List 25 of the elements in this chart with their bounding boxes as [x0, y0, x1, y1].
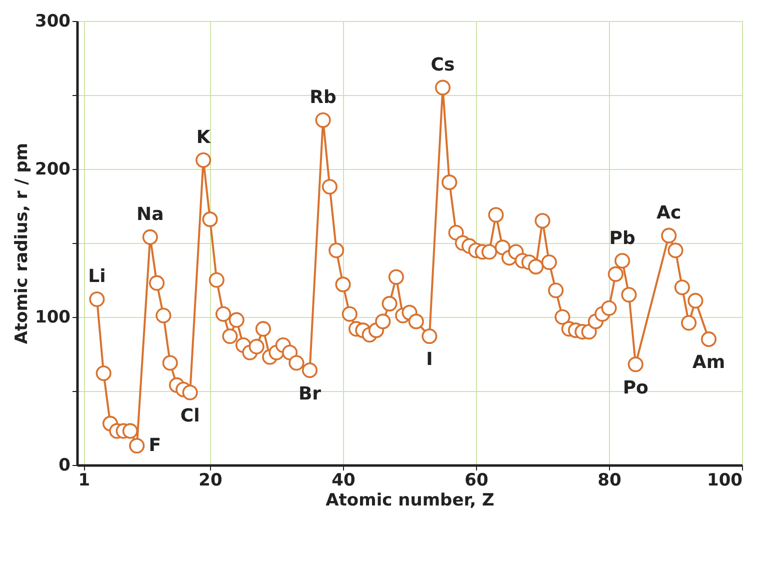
x-tick-label: 20	[198, 470, 222, 490]
x-tick-label: 100	[707, 470, 743, 490]
annotation: Po	[622, 377, 648, 398]
y-axis-title: Atomic radius, r / pm	[12, 142, 32, 344]
annotation: Cl	[180, 405, 200, 426]
y-tick-label: 300	[35, 12, 71, 32]
y-tick-label: 200	[35, 160, 71, 180]
annotation: Pb	[609, 228, 636, 249]
annotation: Br	[298, 383, 322, 404]
annotation: F	[148, 434, 161, 456]
annotation: Na	[136, 204, 164, 226]
x-tick-label: 80	[598, 470, 622, 490]
x-axis-title: Atomic number, Z	[326, 490, 494, 510]
annotation: Rb	[310, 87, 337, 108]
x-tick-label: 1	[78, 470, 90, 490]
x-tick-label: 40	[332, 470, 356, 490]
annotation: Am	[692, 352, 726, 374]
x-tick-label: 60	[464, 470, 488, 490]
annotation: K	[196, 127, 212, 148]
annotation: Ac	[656, 202, 682, 224]
y-tick-label: 100	[35, 308, 71, 328]
annotation: I	[426, 349, 433, 370]
y-tick-label: 0	[58, 456, 71, 476]
annotation: Cs	[430, 54, 455, 76]
annotation: Li	[88, 266, 106, 288]
